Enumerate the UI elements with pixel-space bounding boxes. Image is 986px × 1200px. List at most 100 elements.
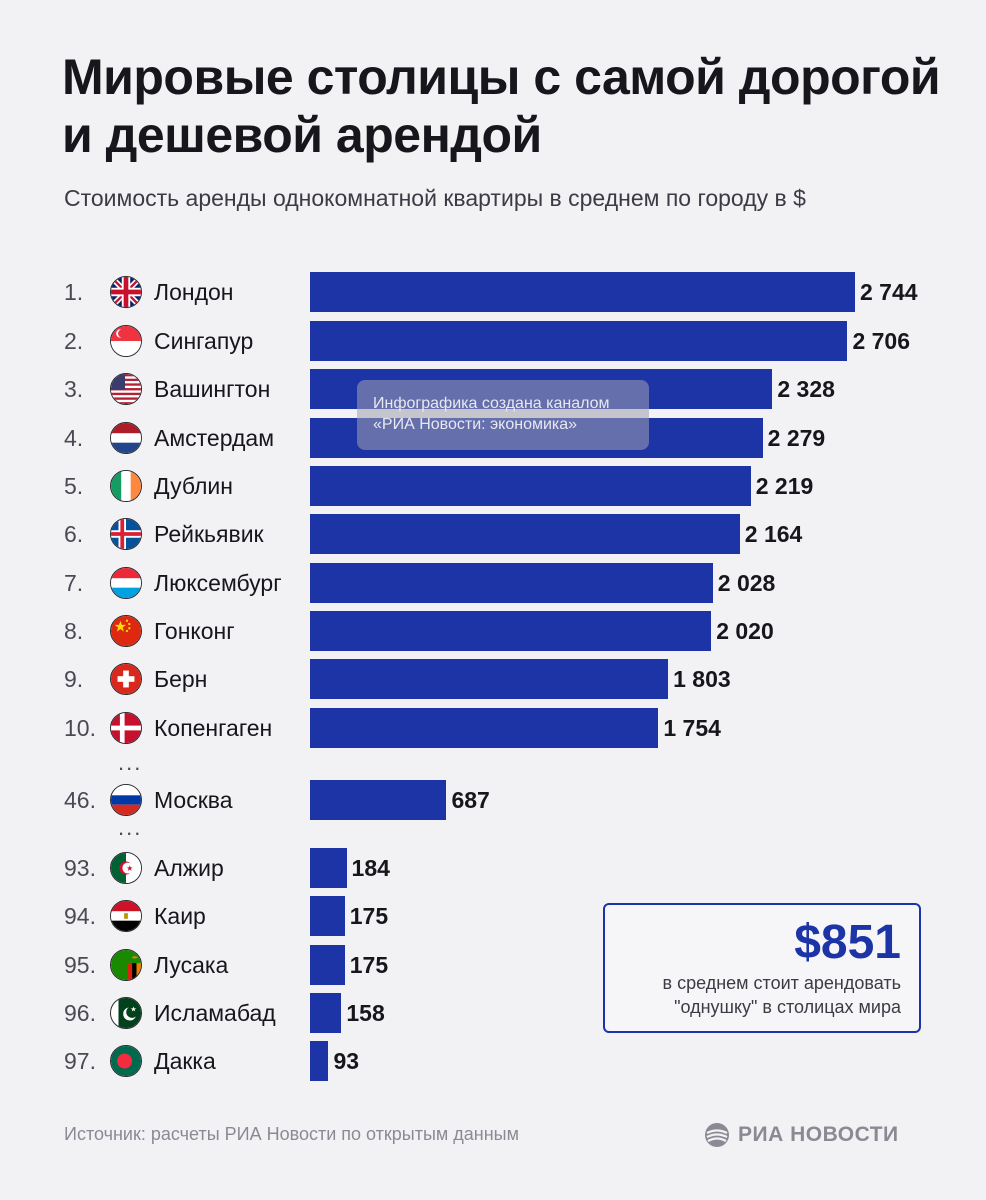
city-label: Дублин bbox=[154, 473, 233, 499]
city-label: Копенгаген bbox=[154, 715, 273, 741]
flag-bangladesh-icon bbox=[110, 1045, 142, 1077]
rank-label: 7. bbox=[64, 570, 84, 596]
bar-row-moscow: 46. Москва 687 bbox=[0, 780, 986, 820]
flag-egypt-icon bbox=[110, 900, 142, 932]
city-label: Вашингтон bbox=[154, 376, 271, 402]
rank-label: 10. bbox=[64, 715, 96, 741]
bar-row-singapore: 2. Сингапур 2 706 bbox=[0, 321, 986, 361]
ria-logo-icon bbox=[705, 1123, 729, 1147]
flag-netherlands-icon bbox=[110, 422, 142, 454]
flag-usa-icon bbox=[110, 373, 142, 405]
bar bbox=[310, 514, 740, 554]
city-label: Амстердам bbox=[154, 425, 275, 451]
flag-singapore-icon bbox=[110, 325, 142, 357]
value-label: 184 bbox=[351, 855, 390, 881]
rank-label: 5. bbox=[64, 473, 84, 499]
value-label: 175 bbox=[349, 952, 389, 978]
bar bbox=[310, 563, 713, 603]
value-label: 2 706 bbox=[852, 328, 910, 354]
flag-iceland-icon bbox=[110, 518, 142, 550]
bar bbox=[310, 466, 751, 506]
bar bbox=[310, 708, 659, 748]
bar-row-islamabad: 96. Исламабад 158 bbox=[0, 993, 986, 1033]
flag-russia-icon bbox=[110, 784, 142, 816]
city-label: Москва bbox=[154, 787, 233, 813]
rank-label: 9. bbox=[64, 666, 84, 692]
bar bbox=[310, 611, 712, 651]
rank-label: 2. bbox=[64, 328, 84, 354]
value-label: 1 754 bbox=[663, 715, 721, 741]
bar bbox=[310, 993, 342, 1033]
value-label: 2 219 bbox=[755, 473, 814, 499]
page-title: Мировые столицы с самой дорогой и дешево… bbox=[62, 49, 941, 163]
rank-label: 8. bbox=[64, 618, 84, 644]
value-label: 687 bbox=[451, 787, 490, 813]
bar-row-copenhagen: 10. Копенгаген 1 754 bbox=[0, 708, 986, 748]
city-label: Гонконг bbox=[154, 618, 235, 644]
watermark-line-1: Инфографика создана каналом bbox=[373, 395, 610, 412]
value-label: 2 028 bbox=[717, 570, 776, 596]
source-note: Источник: расчеты РИА Новости по открыты… bbox=[64, 1124, 519, 1144]
rank-label: 3. bbox=[64, 376, 84, 402]
bar bbox=[310, 321, 848, 361]
flag-uk-icon bbox=[110, 276, 142, 308]
rank-label: 4. bbox=[64, 425, 84, 451]
flag-china-icon bbox=[110, 615, 142, 647]
value-label: 1 803 bbox=[673, 666, 731, 692]
rank-label: 96. bbox=[64, 1000, 96, 1026]
city-label: Берн bbox=[154, 666, 208, 692]
bar bbox=[310, 896, 345, 936]
bar-row-algiers: 93. Алжир 184 bbox=[0, 848, 986, 888]
rank-label: 93. bbox=[64, 855, 96, 881]
flag-switzerland-icon bbox=[110, 663, 142, 695]
value-label: 2 164 bbox=[744, 521, 803, 547]
bar bbox=[310, 848, 347, 888]
ria-logo: РИА НОВОСТИ bbox=[704, 1120, 899, 1150]
bar-row-dhaka: 97. Дакка 93 bbox=[0, 1041, 986, 1081]
value-label: 175 bbox=[349, 903, 389, 929]
average-value: $851 bbox=[794, 916, 901, 969]
flag-algeria-icon bbox=[110, 852, 142, 884]
bar bbox=[310, 945, 345, 985]
flag-zambia-icon bbox=[110, 949, 142, 981]
bar bbox=[310, 1041, 329, 1081]
bar-row-bern: 9. Берн 1 803 bbox=[0, 659, 986, 699]
ellipsis-top: ... bbox=[118, 750, 143, 775]
bar bbox=[310, 272, 855, 312]
bar-row-reykjavik: 6. Рейкьявик 2 164 bbox=[0, 514, 986, 554]
value-label: 2 020 bbox=[716, 618, 774, 644]
value-label: 93 bbox=[333, 1048, 360, 1074]
city-label: Люксембург bbox=[154, 570, 282, 596]
value-label: 158 bbox=[346, 1000, 385, 1026]
rank-label: 95. bbox=[64, 952, 96, 978]
flag-denmark-icon bbox=[110, 712, 142, 744]
bar-row-london: 1. Лондон 2 744 bbox=[0, 272, 986, 312]
bar-row-lusaka: 95. Лусака 175 bbox=[0, 945, 986, 985]
bar-row-cairo: 94. Каир 175 bbox=[0, 896, 986, 936]
city-label: Алжир bbox=[154, 855, 224, 881]
ria-logo-text: РИА НОВОСТИ bbox=[738, 1123, 899, 1146]
value-label: 2 328 bbox=[777, 376, 835, 402]
rank-label: 46. bbox=[64, 787, 96, 813]
average-box: $851 в среднем стоит арендовать "однушку… bbox=[603, 903, 921, 1033]
bar bbox=[310, 780, 447, 820]
city-label: Исламабад bbox=[154, 1000, 276, 1026]
flag-ireland-icon bbox=[110, 470, 142, 502]
city-label: Дакка bbox=[154, 1048, 216, 1074]
watermark: Инфографика создана каналом «РИА Новости… bbox=[357, 380, 649, 450]
city-label: Лусака bbox=[154, 952, 229, 978]
value-label: 2 279 bbox=[767, 425, 826, 451]
watermark-line-2: «РИА Новости: экономика» bbox=[373, 416, 578, 433]
rank-label: 97. bbox=[64, 1048, 96, 1074]
city-label: Рейкьявик bbox=[154, 521, 264, 547]
city-label: Сингапур bbox=[154, 328, 254, 354]
value-label: 2 744 bbox=[860, 279, 918, 305]
bar-row-luxembourg: 7. Люксембург 2 028 bbox=[0, 563, 986, 603]
page-subtitle: Стоимость аренды однокомнатной квартиры … bbox=[64, 185, 806, 211]
rank-label: 6. bbox=[64, 521, 84, 547]
bar-row-dublin: 5. Дублин 2 219 bbox=[0, 466, 986, 506]
average-text: в среднем стоит арендовать "однушку" в с… bbox=[662, 973, 901, 1017]
flag-pakistan-icon bbox=[110, 997, 142, 1029]
rank-label: 94. bbox=[64, 903, 96, 929]
bar-row-hong-kong: 8. Гонконг 2 020 bbox=[0, 611, 986, 651]
